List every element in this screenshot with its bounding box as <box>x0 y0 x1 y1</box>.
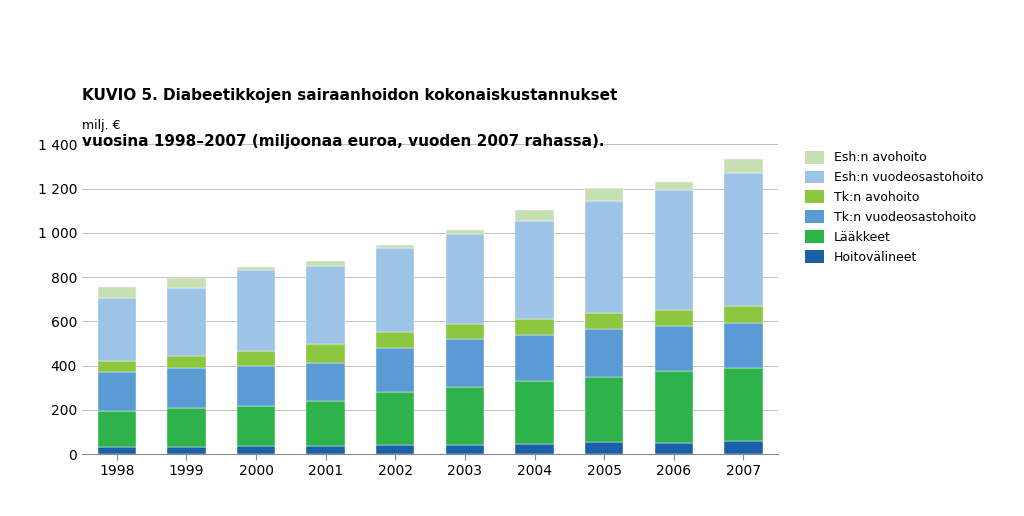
Bar <box>376 245 415 248</box>
Bar <box>654 310 693 326</box>
Bar <box>724 159 763 173</box>
Bar <box>237 270 275 351</box>
Bar <box>167 368 206 408</box>
Legend: Esh:n avohoito, Esh:n vuodeosastohoito, Tk:n avohoito, Tk:n vuodeosastohoito, Lä: Esh:n avohoito, Esh:n vuodeosastohoito, … <box>806 151 983 264</box>
Bar <box>585 442 624 454</box>
Bar <box>237 351 275 366</box>
Bar <box>376 248 415 332</box>
Bar <box>306 363 345 401</box>
Bar <box>167 356 206 368</box>
Bar <box>724 368 763 441</box>
Bar <box>97 411 136 447</box>
Bar <box>515 221 554 319</box>
Bar <box>97 298 136 361</box>
Bar <box>306 266 345 344</box>
Bar <box>585 188 624 201</box>
Bar <box>515 319 554 335</box>
Bar <box>237 446 275 454</box>
Bar <box>445 387 484 445</box>
Bar <box>654 190 693 310</box>
Bar <box>585 201 624 313</box>
Bar <box>97 372 136 411</box>
Text: milj. €: milj. € <box>82 119 121 132</box>
Bar <box>515 381 554 444</box>
Bar <box>724 322 763 368</box>
Bar <box>306 261 345 266</box>
Bar <box>237 406 275 446</box>
Bar <box>515 444 554 454</box>
Bar <box>167 408 206 447</box>
Bar <box>97 361 136 372</box>
Bar <box>724 306 763 322</box>
Bar <box>167 288 206 356</box>
Bar <box>585 329 624 377</box>
Bar <box>97 287 136 298</box>
Bar <box>654 371 693 443</box>
Bar <box>654 443 693 454</box>
Bar <box>97 447 136 454</box>
Bar <box>167 278 206 288</box>
Bar <box>376 348 415 392</box>
Bar <box>724 173 763 306</box>
Bar <box>515 335 554 381</box>
Bar <box>237 267 275 270</box>
Bar <box>445 324 484 340</box>
Bar <box>445 234 484 324</box>
Bar <box>306 446 345 454</box>
Bar <box>376 445 415 454</box>
Bar <box>237 366 275 406</box>
Text: vuosina 1998–2007 (miljoonaa euroa, vuoden 2007 rahassa).: vuosina 1998–2007 (miljoonaa euroa, vuod… <box>82 134 604 149</box>
Text: KUVIO 5. Diabeetikkojen sairaanhoidon kokonaiskustannukset: KUVIO 5. Diabeetikkojen sairaanhoidon ko… <box>82 88 617 103</box>
Bar <box>654 326 693 371</box>
Bar <box>306 401 345 446</box>
Bar <box>376 332 415 348</box>
Bar <box>654 182 693 190</box>
Bar <box>445 230 484 234</box>
Bar <box>445 340 484 387</box>
Bar <box>585 377 624 442</box>
Bar <box>585 313 624 329</box>
Bar <box>515 209 554 221</box>
Bar <box>445 445 484 454</box>
Bar <box>167 447 206 454</box>
Bar <box>376 392 415 445</box>
Bar <box>306 344 345 363</box>
Bar <box>724 441 763 454</box>
